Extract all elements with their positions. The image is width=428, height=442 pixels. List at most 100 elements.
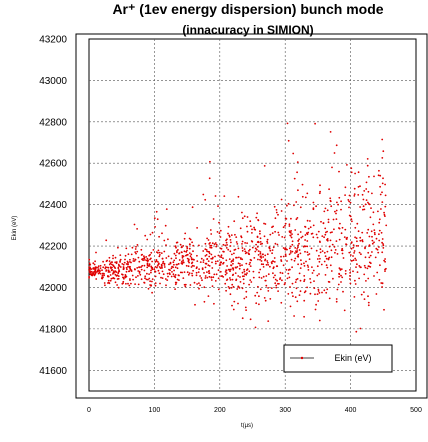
data-point bbox=[241, 317, 244, 320]
data-point bbox=[225, 272, 228, 274]
data-point bbox=[122, 263, 125, 266]
data-point bbox=[214, 195, 217, 197]
data-point bbox=[255, 302, 258, 305]
data-point bbox=[280, 301, 283, 304]
data-point bbox=[301, 235, 304, 238]
data-point bbox=[307, 269, 310, 271]
data-point bbox=[334, 210, 336, 213]
data-point bbox=[225, 269, 228, 272]
data-point bbox=[174, 288, 177, 290]
data-point bbox=[304, 226, 307, 228]
data-point bbox=[151, 278, 154, 280]
data-point bbox=[239, 281, 242, 283]
data-point bbox=[245, 251, 248, 254]
data-point bbox=[354, 226, 357, 229]
data-point bbox=[175, 246, 177, 249]
data-point bbox=[97, 269, 100, 271]
data-point bbox=[245, 296, 248, 298]
data-point bbox=[162, 262, 164, 265]
data-point bbox=[271, 232, 274, 235]
data-point bbox=[114, 261, 117, 264]
data-point bbox=[231, 274, 234, 277]
data-point bbox=[344, 186, 347, 189]
data-point bbox=[122, 276, 124, 279]
data-point bbox=[271, 249, 274, 252]
data-point bbox=[341, 226, 344, 229]
data-point bbox=[379, 185, 381, 188]
data-point bbox=[173, 263, 175, 266]
data-point bbox=[292, 295, 294, 298]
data-point bbox=[360, 253, 362, 256]
data-point bbox=[343, 236, 346, 239]
data-point bbox=[307, 227, 310, 230]
data-point bbox=[259, 258, 261, 261]
data-point bbox=[381, 282, 384, 285]
data-point bbox=[326, 230, 328, 233]
y-tick-label: 42800 bbox=[39, 117, 67, 128]
data-point bbox=[126, 260, 129, 263]
data-point bbox=[361, 231, 364, 234]
data-point bbox=[89, 273, 92, 276]
data-point bbox=[377, 174, 380, 177]
data-point bbox=[176, 278, 179, 281]
data-point bbox=[161, 270, 164, 273]
data-point bbox=[217, 277, 220, 280]
data-point bbox=[335, 144, 338, 147]
data-point bbox=[375, 237, 378, 240]
data-point bbox=[306, 264, 309, 267]
data-point bbox=[360, 293, 363, 296]
data-point bbox=[169, 261, 172, 264]
data-point bbox=[348, 251, 351, 254]
data-point bbox=[355, 330, 358, 333]
data-point bbox=[248, 263, 251, 266]
data-point bbox=[246, 216, 249, 218]
data-point bbox=[297, 263, 299, 266]
data-point bbox=[93, 263, 96, 266]
data-point bbox=[362, 205, 365, 208]
data-point bbox=[110, 269, 113, 272]
data-point bbox=[286, 204, 288, 207]
data-point bbox=[199, 275, 202, 277]
data-point bbox=[382, 244, 385, 247]
data-point bbox=[323, 210, 326, 213]
data-point bbox=[182, 259, 185, 262]
data-point bbox=[354, 279, 356, 282]
data-point bbox=[357, 245, 360, 247]
data-point bbox=[202, 193, 205, 196]
data-point bbox=[256, 241, 259, 244]
data-point bbox=[208, 243, 211, 245]
x-tick-label: 0 bbox=[87, 407, 91, 414]
data-point bbox=[363, 208, 366, 211]
data-point bbox=[357, 230, 360, 233]
data-point bbox=[181, 263, 184, 265]
data-point bbox=[229, 239, 232, 241]
data-point bbox=[263, 297, 266, 299]
data-point bbox=[119, 261, 121, 263]
data-point bbox=[250, 259, 253, 262]
data-point bbox=[124, 254, 127, 257]
data-point bbox=[327, 258, 330, 261]
data-point bbox=[303, 315, 305, 318]
data-point bbox=[338, 227, 340, 229]
data-point bbox=[338, 196, 341, 199]
data-point bbox=[352, 270, 354, 273]
data-point bbox=[353, 187, 356, 190]
data-point bbox=[318, 292, 321, 294]
data-point bbox=[280, 255, 282, 258]
data-point bbox=[356, 263, 358, 266]
data-point bbox=[103, 282, 106, 284]
data-point bbox=[107, 279, 110, 282]
data-point bbox=[251, 246, 254, 249]
data-point bbox=[357, 194, 360, 196]
data-point bbox=[205, 248, 208, 251]
data-point bbox=[119, 258, 122, 261]
data-point bbox=[140, 266, 143, 268]
data-point bbox=[229, 250, 232, 253]
data-point bbox=[219, 247, 222, 250]
data-point bbox=[211, 285, 214, 287]
data-point bbox=[241, 243, 243, 245]
data-point bbox=[95, 278, 98, 280]
data-point bbox=[149, 233, 152, 236]
data-point bbox=[139, 273, 142, 276]
data-point bbox=[196, 254, 198, 257]
